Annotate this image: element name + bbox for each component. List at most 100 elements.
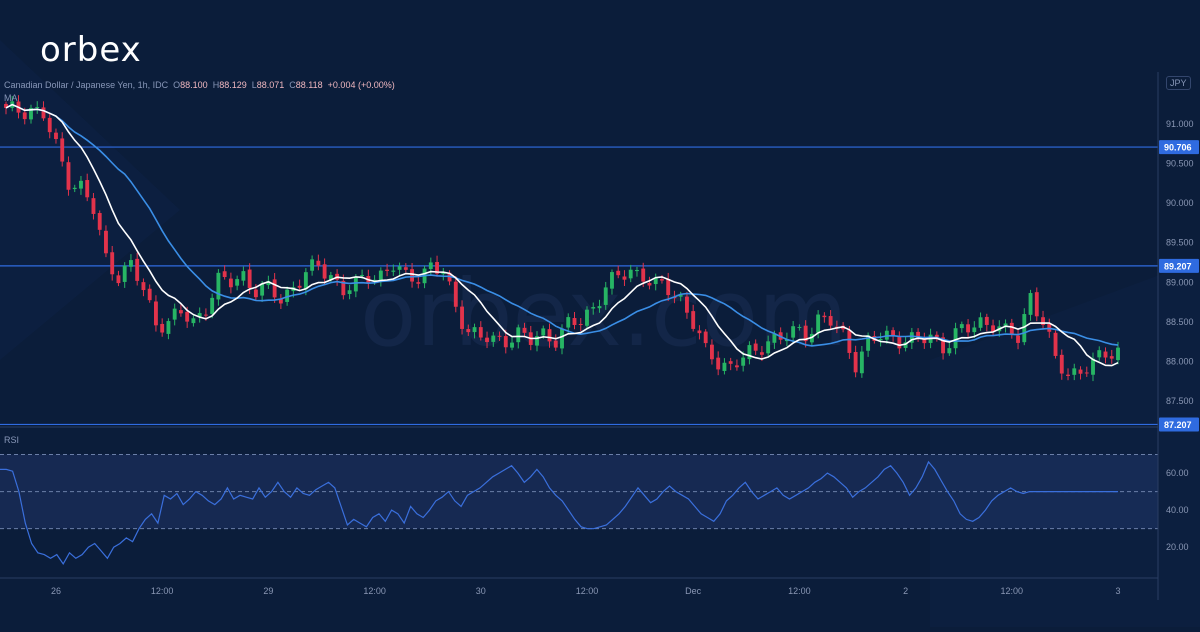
candle-body (360, 274, 365, 276)
candle-body (766, 341, 771, 354)
candle-body (660, 279, 664, 281)
candle-body (897, 337, 902, 349)
candle-body (991, 325, 995, 332)
candle-body (147, 288, 152, 301)
candle-body (403, 267, 408, 270)
price-level-label: 90.706 (1164, 143, 1192, 153)
candle-body (272, 279, 277, 298)
candle-body (510, 342, 514, 348)
candle-body (185, 311, 190, 322)
candle-body (66, 162, 71, 190)
time-tick-label: 29 (263, 586, 273, 596)
ma-slow-line (5, 103, 1119, 347)
brand-logo[interactable]: orbex (40, 30, 142, 70)
candle-body (972, 327, 977, 333)
ma-indicator-label[interactable]: MA (4, 93, 18, 103)
candle-body (822, 315, 827, 318)
candle-body (91, 198, 96, 214)
candle-body (129, 260, 133, 267)
candle-body (641, 268, 646, 282)
candle-body (759, 352, 764, 355)
candle-body (385, 269, 390, 271)
symbol-name[interactable]: Canadian Dollar / Japanese Yen, 1h, IDC (4, 80, 169, 90)
candle-body (278, 298, 283, 304)
candle-body (666, 279, 671, 296)
change-value: +0.004 (+0.00%) (327, 80, 395, 90)
candle-body (41, 107, 46, 119)
time-tick-label: 12:00 (363, 586, 386, 596)
candle-body (79, 180, 83, 189)
candle-body (241, 271, 246, 281)
candle-body (635, 269, 639, 272)
candle-body (1016, 335, 1020, 343)
candle-body (216, 272, 221, 300)
candle-body (953, 328, 958, 349)
candle-body (1053, 332, 1058, 356)
candle-body (866, 335, 871, 351)
candle-body (772, 333, 777, 343)
candle-body (1116, 347, 1120, 361)
time-tick-label: 12:00 (788, 586, 811, 596)
candle-body (497, 335, 502, 337)
candle-body (791, 326, 796, 338)
currency-badge[interactable]: JPY (1166, 76, 1191, 90)
rsi-label: RSI (4, 435, 19, 445)
rsi-line (0, 460, 1118, 566)
candle-body (297, 285, 302, 288)
candle-body (916, 331, 921, 339)
price-tick-label: 88.500 (1166, 317, 1194, 327)
candle-body (353, 276, 358, 292)
candle-body (285, 289, 290, 302)
price-level-badge (1159, 417, 1199, 432)
candle-body (903, 342, 908, 348)
candle-body (1103, 351, 1108, 358)
candle-body (847, 330, 852, 353)
candle-body (472, 327, 477, 333)
candle-body (553, 340, 558, 348)
candle-body (391, 270, 396, 272)
candle-body (622, 276, 627, 280)
candle-body (347, 290, 352, 294)
candle-body (428, 262, 433, 270)
candle-body (166, 321, 171, 334)
candle-body (322, 264, 327, 279)
time-tick-label: 3 (1115, 586, 1120, 596)
candle-body (878, 338, 883, 341)
price-tick-label: 91.000 (1166, 119, 1194, 129)
candle-body (984, 316, 989, 325)
candle-body (547, 329, 552, 342)
candle-body (203, 314, 208, 316)
candle-body (1072, 368, 1077, 375)
candle-body (966, 324, 971, 333)
candle-body (947, 348, 952, 354)
candle-body (1091, 358, 1095, 375)
candle-body (235, 279, 240, 286)
candle-body (610, 272, 614, 289)
candle-body (153, 301, 158, 326)
candle-body (22, 112, 27, 120)
candle-body (722, 362, 727, 371)
candle-body (266, 280, 271, 286)
candle-body (122, 265, 127, 282)
candle-body (1022, 314, 1027, 343)
time-tick-label: 2 (903, 586, 908, 596)
candle-body (85, 180, 90, 198)
candle-body (453, 281, 458, 307)
candle-body (747, 345, 752, 360)
candle-body (447, 272, 452, 282)
candle-body (859, 351, 864, 374)
close-value: 88.118 (295, 80, 323, 90)
candle-body (104, 230, 108, 254)
price-tick-label: 88.000 (1166, 357, 1194, 367)
candle-body (1078, 369, 1083, 374)
candle-body (1034, 292, 1039, 317)
candle-body (116, 275, 121, 284)
time-tick-label: 30 (476, 586, 486, 596)
candle-body (797, 326, 802, 328)
candle-body (591, 307, 596, 309)
rsi-band (0, 454, 1158, 529)
candle-body (922, 338, 927, 344)
candle-body (97, 213, 102, 230)
bg-decor-shape (0, 40, 180, 360)
